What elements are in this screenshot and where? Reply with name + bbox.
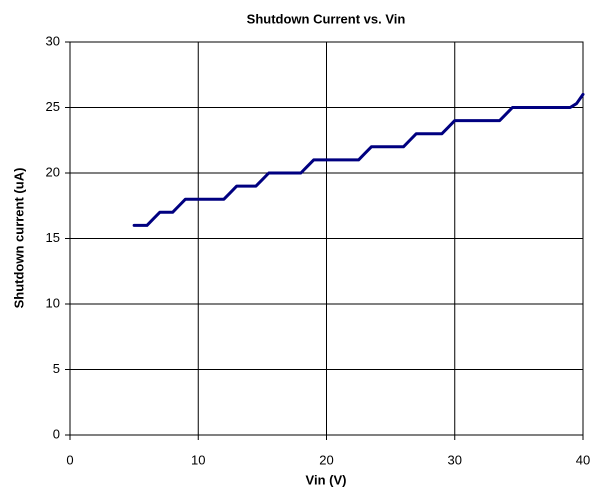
y-tick-label: 20 xyxy=(46,164,60,179)
y-axis-label: Shutdown current (uA) xyxy=(11,168,26,309)
x-tick-label: 10 xyxy=(191,452,205,467)
y-tick-label: 5 xyxy=(53,361,60,376)
x-tick-label: 20 xyxy=(319,452,333,467)
x-tick-label: 0 xyxy=(66,452,73,467)
y-tick-label: 25 xyxy=(46,99,60,114)
x-tick-label: 40 xyxy=(576,452,590,467)
y-tick-label: 30 xyxy=(46,33,60,48)
y-tick-label: 0 xyxy=(53,426,60,441)
x-axis-label: Vin (V) xyxy=(306,472,347,487)
chart-title: Shutdown Current vs. Vin xyxy=(247,11,406,26)
data-line xyxy=(132,92,585,227)
y-tick-label: 10 xyxy=(46,295,60,310)
x-tick-label: 30 xyxy=(448,452,462,467)
y-tick-label: 15 xyxy=(46,230,60,245)
